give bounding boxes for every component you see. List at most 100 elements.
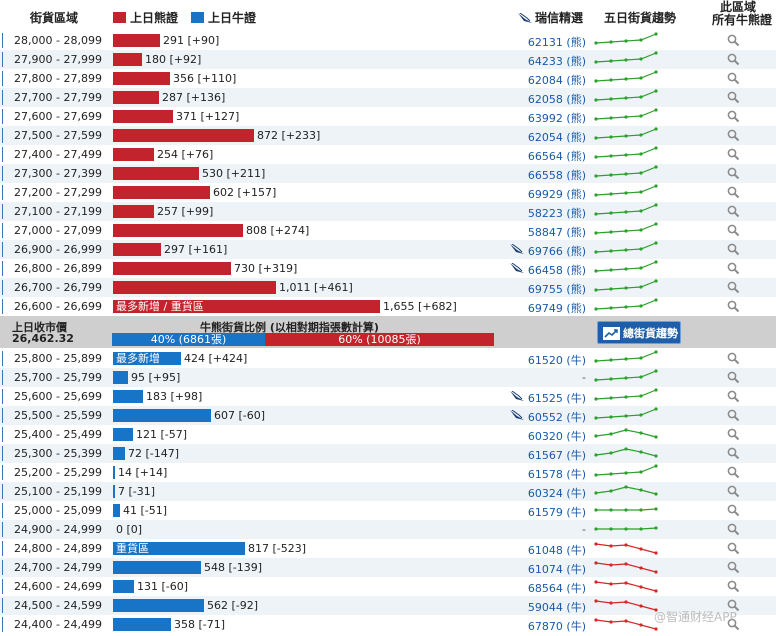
search-icon[interactable] [727,618,740,631]
warrant-code-link[interactable]: 69766 (熊) [527,245,586,258]
range-label: 27,100 - 27,199 [14,205,102,218]
search-icon[interactable] [727,447,740,460]
ubs-keys-icon [518,12,532,23]
warrant-code-link[interactable]: 61579 (牛) [527,506,586,519]
bull-bar [113,618,171,631]
bear-bar [113,110,173,123]
row-marker [2,223,3,238]
search-icon[interactable] [727,428,740,441]
warrant-code-link[interactable]: 61578 (牛) [527,468,586,481]
warrant-code-link[interactable]: 58223 (熊) [527,207,586,220]
trend-sparkline [594,32,658,45]
warrant-code-link[interactable]: 61520 (牛) [527,354,586,367]
search-icon[interactable] [727,72,740,85]
row-marker [2,465,3,480]
search-icon[interactable] [727,409,740,422]
warrant-code-link[interactable]: 62084 (熊) [527,74,586,87]
bear-row: 27,800 - 27,899 356 [+110] 62084 (熊) [0,69,776,88]
search-icon[interactable] [727,390,740,403]
bull-bar [113,485,115,498]
search-icon[interactable] [727,352,740,365]
range-label: 25,300 - 25,399 [14,447,102,460]
ubs-keys-icon [510,263,524,273]
row-marker [2,503,3,518]
warrant-code-link[interactable]: 62131 (熊) [527,36,586,49]
warrant-code-link[interactable]: 64233 (熊) [527,55,586,68]
warrant-code-link[interactable]: 61074 (牛) [527,563,586,576]
close-value: 26,462.32 [12,332,74,345]
warrant-code-link[interactable]: 66564 (熊) [527,150,586,163]
bull-row: 25,600 - 25,699 183 [+98] 61525 (牛) [0,387,776,406]
row-marker [2,261,3,276]
search-icon[interactable] [727,281,740,294]
search-icon[interactable] [727,243,740,256]
bull-row: 25,500 - 25,599 607 [-60] 60552 (牛) [0,406,776,425]
warrant-code-link[interactable]: 60552 (牛) [527,411,586,424]
trend-sparkline [594,350,658,363]
trend-sparkline [594,507,658,512]
search-icon[interactable] [727,34,740,47]
bear-row: 27,600 - 27,699 371 [+127] 63992 (熊) [0,107,776,126]
trend-sparkline [594,580,658,593]
warrant-code-link[interactable]: 69929 (熊) [527,188,586,201]
search-icon[interactable] [727,186,740,199]
warrant-code-link[interactable]: 61525 (牛) [527,392,586,405]
bull-bar [113,428,133,441]
search-icon[interactable] [727,91,740,104]
warrant-code-link[interactable]: 67870 (牛) [527,620,586,633]
warrant-code-link[interactable]: 59044 (牛) [527,601,586,614]
warrant-code-link[interactable]: 66558 (熊) [527,169,586,182]
count-label: 257 [+99] [157,205,214,218]
search-icon[interactable] [727,561,740,574]
warrant-code-link[interactable]: 61048 (牛) [527,544,586,557]
bull-bar: 最多新增 [113,352,181,365]
warrant-code-link[interactable]: 62054 (熊) [527,131,586,144]
bear-bar [113,205,154,218]
range-label: 27,300 - 27,399 [14,167,102,180]
warrant-code-link[interactable]: 60320 (牛) [527,430,586,443]
search-icon[interactable] [727,148,740,161]
bear-bar [113,243,161,256]
search-icon[interactable] [727,485,740,498]
trend-sparkline [594,241,658,254]
warrant-code-link[interactable]: 63992 (熊) [527,112,586,125]
search-icon[interactable] [727,580,740,593]
bear-row: 26,700 - 26,799 1,011 [+461] 69755 (熊) [0,278,776,297]
search-icon[interactable] [727,466,740,479]
warrant-code-link[interactable]: 58847 (熊) [527,226,586,239]
count-label: 297 [+161] [164,243,228,256]
search-icon[interactable] [727,504,740,517]
range-label: 25,200 - 25,299 [14,466,102,479]
search-icon[interactable] [727,599,740,612]
search-icon[interactable] [727,262,740,275]
ratio-bear-segment: 60% (10085張) [265,333,494,346]
warrant-code-link[interactable]: 66458 (熊) [527,264,586,277]
warrant-code-link[interactable]: 69755 (熊) [527,283,586,296]
bear-row: 26,600 - 26,699 最多新增 / 重貨區 1,655 [+682] 697… [0,297,776,316]
total-trend-button[interactable]: 總街貨趨勢 [597,321,681,344]
count-label: 730 [+319] [234,262,298,275]
warrant-code-link[interactable]: 60324 (牛) [527,487,586,500]
warrant-code-link[interactable]: 69749 (熊) [527,302,586,315]
search-icon[interactable] [727,371,740,384]
bear-row: 27,000 - 27,099 808 [+274] 58847 (熊) [0,221,776,240]
search-icon[interactable] [727,53,740,66]
search-icon[interactable] [727,300,740,313]
warrant-code-link[interactable]: 68564 (牛) [527,582,586,595]
search-icon[interactable] [727,224,740,237]
bear-row: 27,700 - 27,799 287 [+136] 62058 (熊) [0,88,776,107]
search-icon[interactable] [727,523,740,536]
search-icon[interactable] [727,542,740,555]
trend-sparkline [594,165,658,178]
bull-bar [113,390,143,403]
search-icon[interactable] [727,205,740,218]
trend-sparkline [594,89,658,102]
search-icon[interactable] [727,167,740,180]
row-marker [2,204,3,219]
range-label: 27,200 - 27,299 [14,186,102,199]
search-icon[interactable] [727,129,740,142]
trend-sparkline [594,203,658,216]
warrant-code-link[interactable]: 61567 (牛) [527,449,586,462]
search-icon[interactable] [727,110,740,123]
warrant-code-link[interactable]: 62058 (熊) [527,93,586,106]
